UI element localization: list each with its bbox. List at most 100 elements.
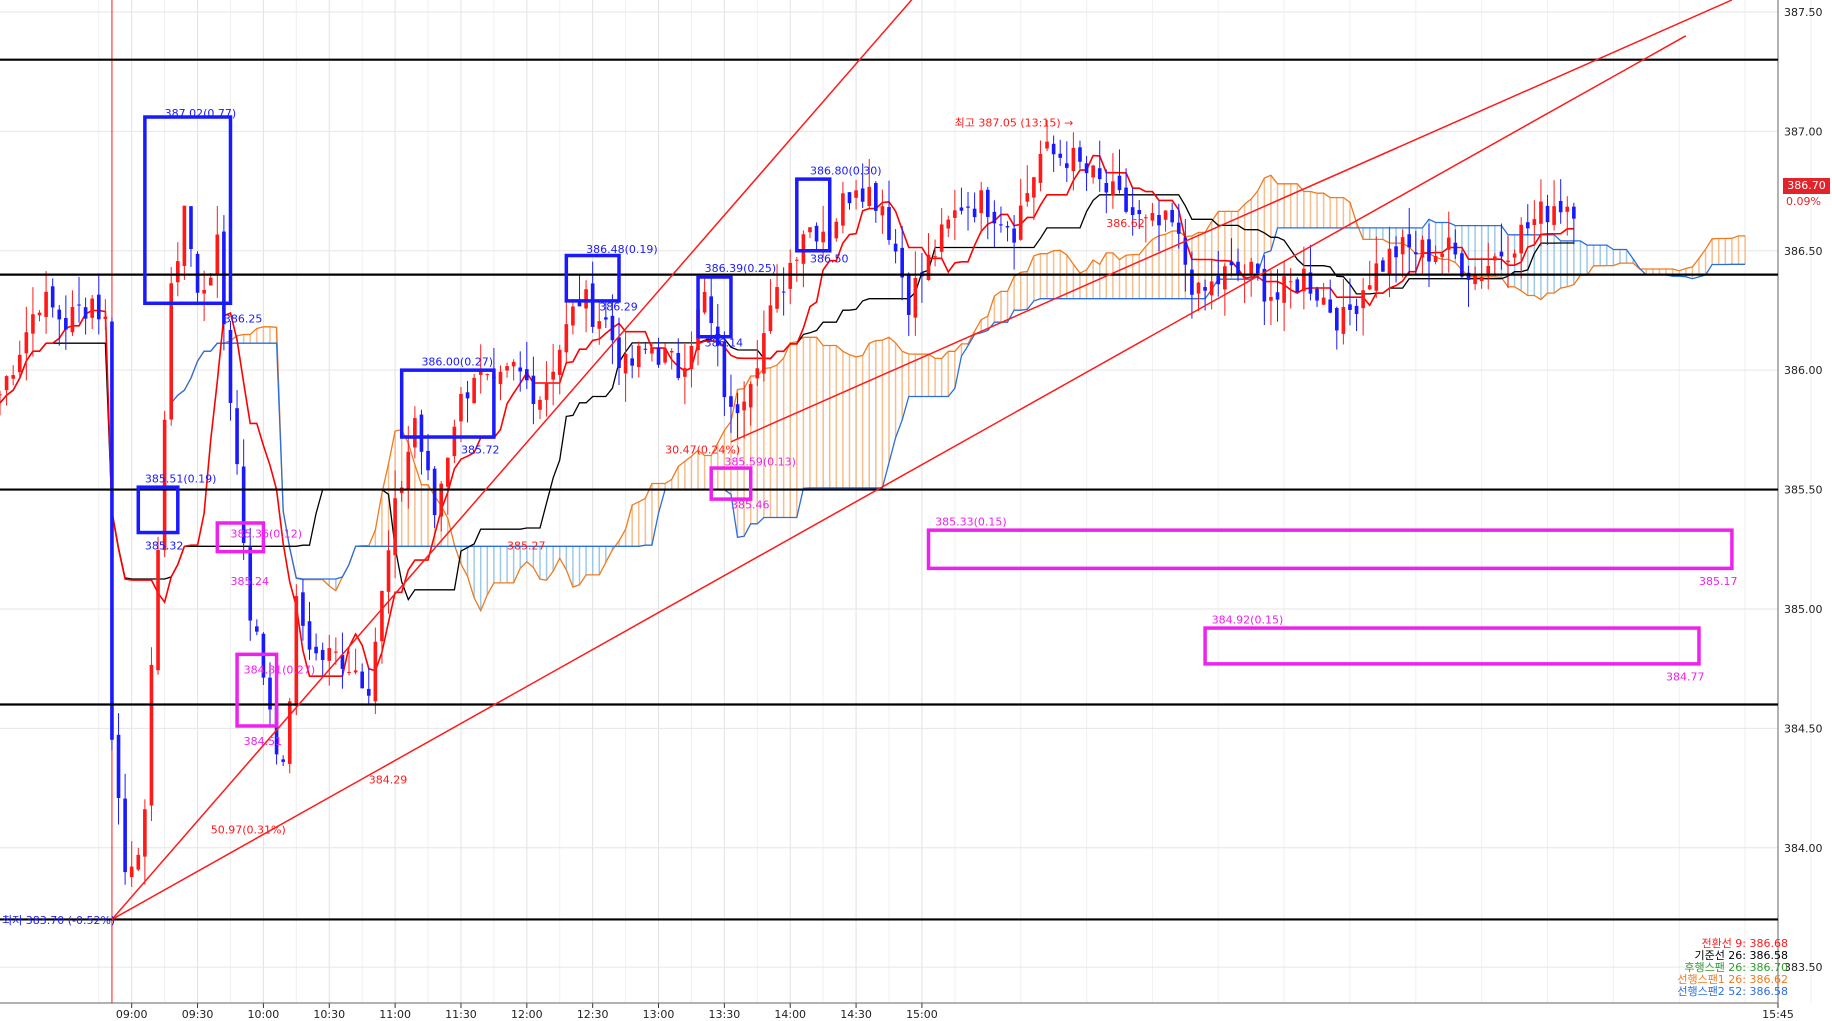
candle-body [307, 621, 312, 650]
candle-body [1130, 207, 1135, 216]
candle-body [669, 350, 674, 353]
candle-body [762, 333, 766, 374]
candle-body [663, 348, 667, 363]
candle-body [1150, 213, 1155, 221]
candle-body [1137, 210, 1142, 215]
candle-body [70, 307, 75, 333]
x-tick-label: 15:45 [1762, 1008, 1794, 1021]
trendline [111, 35, 1687, 921]
candle-body [228, 329, 233, 403]
candle-body [1506, 260, 1510, 263]
candle-body [255, 626, 259, 632]
candle-body [729, 396, 733, 407]
candle-body [1440, 253, 1444, 257]
y-tick-label: 385.00 [1784, 603, 1823, 616]
y-tick-label: 387.00 [1784, 125, 1823, 138]
candle-body [169, 283, 174, 420]
candle-body [577, 301, 582, 307]
y-tick-label: 384.00 [1784, 842, 1823, 855]
candle-body [597, 321, 602, 329]
candle-body [1255, 263, 1260, 274]
candle-body [1473, 275, 1477, 285]
candle-body [116, 734, 121, 798]
candle-body [44, 291, 48, 317]
candle-body [353, 670, 358, 673]
price-annotation: 386.80(0.30) [810, 164, 882, 177]
candle-body [999, 224, 1003, 226]
candle-body [241, 466, 246, 543]
candle-body [1071, 147, 1076, 172]
candle-body [1097, 168, 1102, 180]
candle-body [195, 253, 200, 293]
candle-body [386, 550, 391, 592]
candle-body [1446, 237, 1451, 250]
candle-body [432, 468, 437, 516]
candle-body [676, 352, 681, 379]
price-annotation: 386.50 [810, 253, 849, 266]
candle-body [1420, 239, 1425, 258]
price-annotation: 386.25 [224, 312, 263, 325]
candle-body [748, 384, 753, 408]
y-tick-label: 386.50 [1784, 245, 1823, 258]
candle-body [248, 547, 253, 621]
candle-body [1558, 200, 1563, 213]
session-high-label: 최고 387.05 (13:15) → [955, 117, 1074, 130]
x-tick-label: 11:00 [379, 1008, 411, 1021]
candle-body [689, 345, 694, 370]
candle-body [531, 375, 536, 404]
candle-body [340, 654, 345, 669]
candle-body [623, 353, 628, 374]
x-tick-label: 13:30 [709, 1008, 741, 1021]
candle-body [1124, 187, 1128, 212]
candle-body [768, 305, 773, 332]
candle-body [1466, 272, 1471, 280]
candle-body [1282, 276, 1286, 303]
candle-body [1315, 288, 1319, 301]
candle-body [215, 234, 220, 274]
candle-body [1051, 143, 1056, 155]
candle-body [1572, 206, 1576, 219]
candle-body [794, 259, 799, 261]
candle-body [1196, 282, 1201, 294]
price-annotation: 50.97(0.31%) [211, 823, 286, 836]
price-annotation: 386.29 [599, 300, 638, 313]
candle-body [636, 345, 641, 368]
x-tick-label: 10:30 [313, 1008, 345, 1021]
candle-body [162, 419, 167, 551]
candle-body [742, 401, 746, 411]
candle-body [1545, 205, 1550, 223]
legend-chikou: 후행스팬 26: 386.70 [1684, 961, 1788, 974]
ichimoku-legend: 전환선 9: 386.68 기준선 26: 386.58 후행스팬 26: 38… [1677, 938, 1788, 998]
candle-body [498, 371, 503, 385]
candle-body [1038, 153, 1043, 183]
candle-body [1341, 307, 1346, 334]
candle-body [880, 206, 885, 216]
candle-body [1453, 242, 1458, 255]
candle-body [1295, 279, 1300, 293]
candle-body [380, 590, 384, 642]
candle-body [1354, 305, 1359, 315]
price-annotation: 386.39(0.25) [705, 262, 777, 275]
candle-body [472, 377, 476, 404]
price-zone-box [136, 485, 180, 535]
price-annotation: 385.46 [731, 499, 770, 512]
candle-body [821, 231, 825, 243]
candle-body [1144, 217, 1148, 219]
candle-body [847, 192, 852, 204]
candle-body [1394, 246, 1398, 258]
trendline [730, 0, 1733, 443]
candle-body [650, 347, 654, 354]
current-change-label: 0.09% [1786, 195, 1821, 208]
x-tick-label: 12:30 [577, 1008, 609, 1021]
current-price-tag: 386.70 [1783, 178, 1830, 194]
candle-body [1275, 292, 1280, 300]
candle-body [926, 254, 931, 281]
candle-body [1170, 209, 1174, 223]
candle-body [50, 286, 55, 308]
candle-body [156, 550, 160, 671]
candle-body [1302, 268, 1306, 292]
y-tick-label: 383.50 [1784, 961, 1823, 974]
price-annotation: 385.59(0.13) [724, 456, 796, 469]
candle-body [755, 368, 760, 379]
